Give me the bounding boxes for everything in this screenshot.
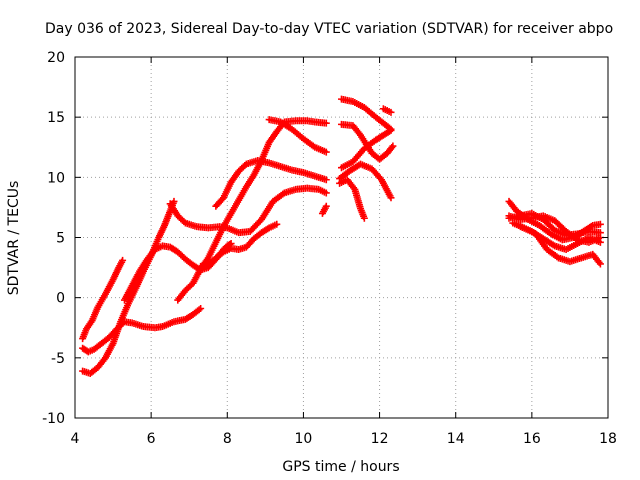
data-series — [505, 209, 604, 239]
x-tick-label: 8 — [223, 431, 232, 447]
data-series — [336, 160, 395, 202]
data-series — [212, 156, 330, 210]
data-point — [273, 220, 281, 228]
y-axis-ticks: -10 -5 0 5 10 15 20 — [42, 50, 608, 427]
data-point — [387, 126, 395, 134]
y-tick-label: -10 — [42, 411, 65, 427]
data-point — [322, 189, 330, 197]
x-axis-ticks: 4 6 8 10 12 14 16 18 — [71, 57, 617, 447]
y-axis-label: SDTVAR / TECUs — [6, 181, 22, 296]
data-series — [265, 116, 330, 156]
data-point — [322, 202, 330, 210]
y-tick-label: 15 — [47, 110, 65, 126]
data-series — [379, 105, 395, 116]
data-series — [318, 202, 330, 217]
grid — [75, 57, 608, 418]
x-tick-label: 18 — [599, 431, 617, 447]
data-point — [322, 176, 330, 184]
y-tick-label: 20 — [47, 50, 65, 66]
data-point — [170, 197, 178, 205]
data-point — [596, 220, 604, 228]
data-point — [596, 260, 604, 268]
data-point — [388, 143, 396, 151]
data-point — [387, 108, 395, 116]
data-series — [338, 95, 395, 133]
data-series — [79, 256, 127, 343]
x-tick-label: 14 — [447, 431, 465, 447]
data-point — [596, 229, 604, 237]
data-point — [197, 304, 205, 312]
x-tick-label: 16 — [523, 431, 541, 447]
data-series — [174, 117, 330, 304]
y-tick-label: -5 — [51, 351, 65, 367]
data-series — [120, 240, 235, 304]
y-tick-label: 10 — [47, 170, 65, 186]
data-point — [360, 214, 368, 222]
y-tick-label: 0 — [56, 291, 65, 307]
data-point — [385, 127, 393, 135]
data-points — [79, 95, 604, 377]
x-tick-label: 10 — [295, 431, 313, 447]
y-tick-label: 5 — [56, 231, 65, 247]
data-point — [119, 256, 127, 264]
data-point — [322, 148, 330, 156]
data-series — [197, 220, 281, 270]
x-tick-label: 12 — [371, 431, 389, 447]
data-series — [166, 184, 330, 237]
data-point — [387, 194, 395, 202]
x-axis-label: GPS time / hours — [282, 459, 399, 475]
data-point — [596, 238, 604, 246]
data-series — [336, 176, 368, 222]
data-point — [389, 142, 397, 150]
data-point — [322, 119, 330, 127]
data-series — [338, 126, 395, 172]
x-tick-label: 4 — [71, 431, 80, 447]
data-series — [516, 223, 604, 254]
chart-title: Day 036 of 2023, Sidereal Day-to-day VTE… — [45, 21, 613, 37]
plot-frame — [74, 56, 609, 419]
data-point — [195, 306, 203, 314]
x-tick-label: 6 — [147, 431, 156, 447]
